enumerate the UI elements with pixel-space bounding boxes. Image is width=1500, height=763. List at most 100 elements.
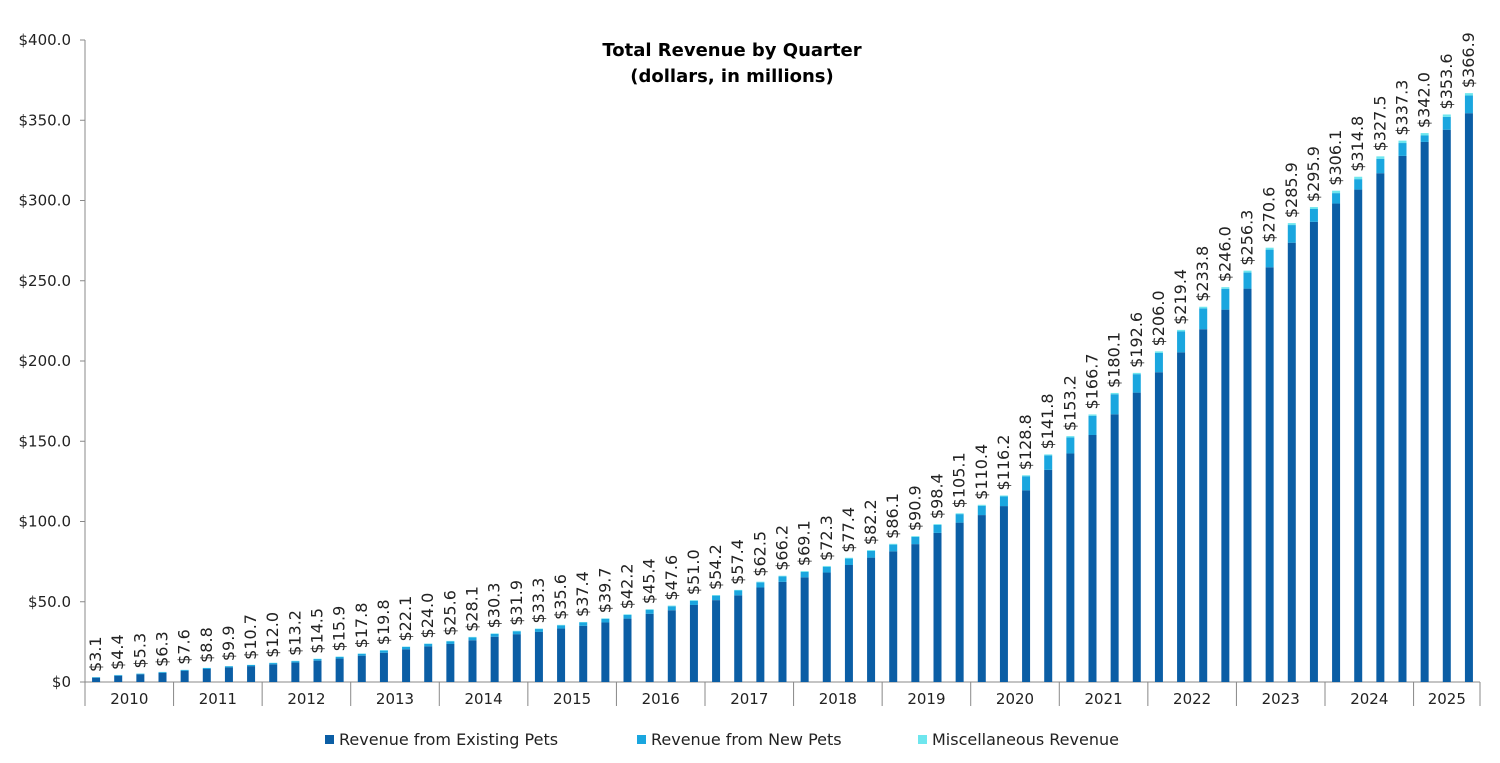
total-label: $153.2 — [1060, 375, 1079, 431]
bar-segment — [667, 605, 676, 607]
bar-segment — [1177, 331, 1186, 353]
total-label: $12.0 — [263, 612, 282, 658]
total-label: $306.1 — [1326, 130, 1345, 186]
x-group-label: 2017 — [730, 690, 768, 708]
bar-segment — [933, 524, 942, 533]
legend-swatch — [637, 735, 646, 744]
bar-segment — [1354, 179, 1363, 190]
bar-segment — [247, 664, 256, 667]
legend-swatch — [918, 735, 927, 744]
bar-segment — [933, 524, 942, 525]
bar-segment — [158, 672, 167, 682]
bar-segment — [645, 613, 654, 682]
y-tick-label: $400.0 — [19, 31, 72, 49]
total-label: $219.4 — [1171, 269, 1190, 325]
x-group-label: 2016 — [642, 690, 680, 708]
bar-segment — [1088, 434, 1097, 682]
bar-segment — [114, 675, 123, 676]
total-label: $13.2 — [285, 610, 304, 656]
bar-segment — [1110, 414, 1119, 682]
bar-segment — [335, 658, 344, 682]
bar-segment — [889, 543, 898, 545]
bar-segment — [756, 587, 765, 682]
bar-segment — [822, 566, 831, 573]
bar-segment — [1243, 288, 1252, 682]
x-group-label: 2011 — [199, 690, 237, 708]
bar-segment — [778, 575, 787, 577]
total-label: $206.0 — [1149, 290, 1168, 346]
x-group-label: 2023 — [1262, 690, 1300, 708]
bar-segment — [579, 625, 588, 682]
bar-segment — [357, 655, 366, 682]
bar-segment — [1154, 352, 1163, 373]
total-label: $337.3 — [1393, 80, 1412, 136]
bar-segment — [1354, 176, 1363, 180]
total-label: $192.6 — [1127, 312, 1146, 368]
bar-segment — [291, 662, 300, 682]
bar-segment — [512, 634, 521, 682]
bar-segment — [1110, 392, 1119, 395]
bar-segment — [645, 609, 654, 610]
bar-segment — [557, 628, 566, 682]
bar-segment — [1199, 306, 1208, 309]
total-label: $22.1 — [396, 596, 415, 642]
bar-segment — [1044, 455, 1053, 470]
bar-segment — [1177, 352, 1186, 682]
y-tick-label: $200.0 — [19, 352, 72, 370]
bar-segment — [1420, 133, 1429, 136]
total-label: $17.8 — [352, 603, 371, 649]
x-group-label: 2021 — [1084, 690, 1122, 708]
bar-segment — [601, 622, 610, 682]
bar-segment — [1132, 392, 1141, 682]
y-tick-label: $100.0 — [19, 513, 72, 531]
total-label: $256.3 — [1238, 210, 1257, 266]
bar-segment — [1354, 189, 1363, 682]
bar-segment — [1088, 414, 1097, 416]
total-label: $7.6 — [175, 629, 194, 665]
bar-segment — [1398, 143, 1407, 156]
total-label: $233.8 — [1193, 246, 1212, 302]
chart-subtitle: (dollars, in millions) — [630, 66, 833, 87]
bar-segment — [1332, 190, 1341, 194]
bar-segment — [977, 515, 986, 682]
bar-segment — [667, 606, 676, 611]
bar-segment — [867, 550, 876, 551]
bar-segment — [468, 637, 477, 641]
y-tick-label: $250.0 — [19, 272, 72, 290]
bar-segment — [269, 663, 278, 665]
bar-segment — [689, 600, 698, 601]
y-tick-label: $350.0 — [19, 111, 72, 129]
bar-segment — [313, 659, 322, 661]
bar-segment — [822, 572, 831, 682]
bar-segment — [424, 646, 433, 682]
total-label: $14.5 — [308, 608, 327, 654]
bar-segment — [933, 532, 942, 682]
bar-segment — [1376, 158, 1385, 174]
bar-segment — [379, 652, 388, 682]
total-label: $116.2 — [994, 435, 1013, 491]
bar-segment — [335, 656, 344, 659]
bar-segment — [158, 672, 167, 673]
bar-segment — [756, 582, 765, 588]
total-label: $166.7 — [1083, 353, 1102, 409]
bar-segment — [889, 551, 898, 682]
total-label: $110.4 — [972, 444, 991, 500]
bar-segment — [734, 595, 743, 682]
total-label: $342.0 — [1415, 72, 1434, 128]
total-label: $31.9 — [507, 580, 526, 626]
bar-segment — [1442, 116, 1451, 130]
y-tick-label: $0 — [52, 673, 71, 691]
bar-segment — [1022, 490, 1031, 682]
total-label: $141.8 — [1038, 393, 1057, 449]
bar-segment — [1332, 203, 1341, 682]
bar-segment — [446, 641, 455, 644]
bar-segment — [1398, 140, 1407, 144]
bar-segment — [579, 622, 588, 626]
bar-segment — [1287, 242, 1296, 683]
total-label: $25.6 — [440, 590, 459, 636]
x-group-label: 2015 — [553, 690, 591, 708]
bar-segment — [402, 649, 411, 682]
y-tick-label: $50.0 — [28, 593, 71, 611]
total-label: $8.8 — [197, 627, 216, 663]
bar-segment — [1376, 156, 1385, 159]
